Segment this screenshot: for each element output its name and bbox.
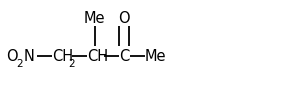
Text: Me: Me xyxy=(145,49,166,63)
Text: CH: CH xyxy=(87,49,108,63)
Text: C: C xyxy=(119,49,129,63)
Text: 2: 2 xyxy=(17,59,23,69)
Text: Me: Me xyxy=(84,11,106,25)
Text: CH: CH xyxy=(52,49,73,63)
Text: O: O xyxy=(6,49,17,63)
Text: 2: 2 xyxy=(69,59,75,69)
Text: N: N xyxy=(23,49,34,63)
Text: O: O xyxy=(118,11,130,25)
